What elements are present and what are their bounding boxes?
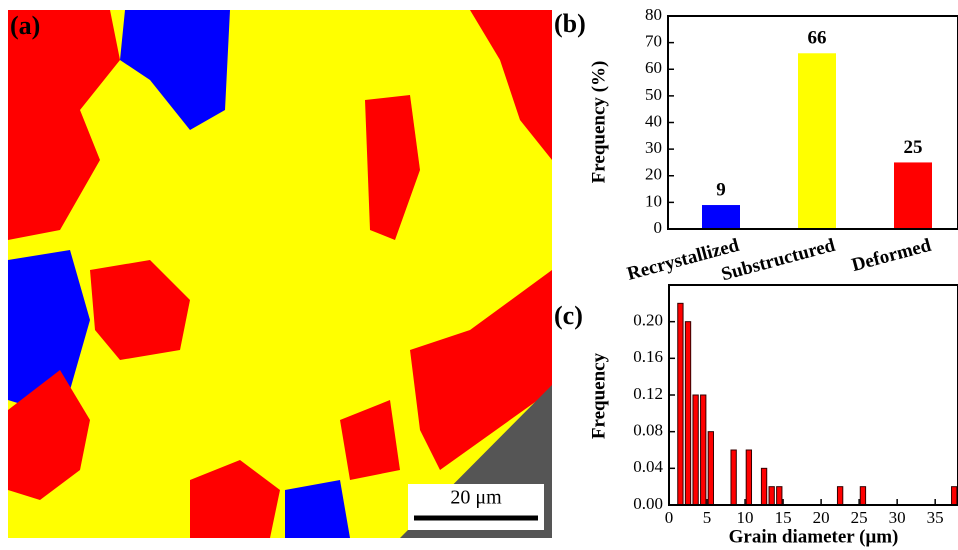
x-tick-label: 15 — [775, 508, 792, 527]
bar — [894, 162, 932, 229]
y-tick-label: 60 — [645, 58, 662, 77]
value-label: 66 — [808, 28, 827, 49]
x-tick-label: 10 — [737, 508, 754, 527]
y-tick-label: 0.04 — [633, 457, 663, 476]
histogram-bar — [768, 486, 775, 506]
y-tick-label: 70 — [645, 32, 662, 51]
scale-bar-label: 20 μm — [450, 487, 502, 509]
y-tick-label: 0.20 — [633, 311, 663, 330]
y-tick-label: 40 — [645, 111, 662, 130]
histogram-bar — [700, 394, 707, 506]
x-tick-label: 30 — [889, 508, 906, 527]
histogram-bar — [760, 467, 768, 506]
bar — [798, 53, 836, 230]
x-tick-label: Deformed — [850, 235, 934, 276]
histogram-bar — [730, 449, 737, 506]
y-axis-label: Frequency — [588, 352, 609, 439]
y-tick-label: 50 — [645, 85, 662, 104]
histogram-bar — [951, 486, 958, 506]
panel-label: (a) — [10, 11, 40, 40]
histogram-bar — [692, 394, 699, 506]
y-tick-label: 20 — [645, 165, 662, 184]
value-label: 25 — [904, 137, 923, 158]
histogram-bar — [836, 486, 844, 506]
histogram-bar — [677, 302, 684, 506]
y-tick-label: 0.00 — [633, 494, 663, 513]
histogram-bar — [745, 449, 753, 506]
x-tick-label: 25 — [851, 508, 868, 527]
y-tick-label: 0.12 — [633, 384, 663, 403]
histogram-bar — [684, 321, 692, 506]
value-label: 9 — [716, 179, 726, 200]
y-tick-label: 10 — [645, 191, 662, 210]
y-tick-label: 0.16 — [633, 347, 663, 366]
ebsd-map — [8, 10, 552, 538]
x-tick-label: 0 — [665, 508, 674, 527]
y-tick-label: 80 — [645, 5, 662, 24]
panel-label: (b) — [554, 9, 586, 38]
bar — [702, 205, 740, 229]
y-tick-label: 0.08 — [633, 421, 663, 440]
y-tick-label: 30 — [645, 138, 662, 157]
panel-label: (c) — [554, 301, 583, 330]
y-tick-label: 0 — [654, 218, 663, 237]
histogram-bar — [859, 486, 867, 506]
histogram-bar — [776, 486, 783, 506]
x-tick-label: 35 — [927, 508, 944, 527]
x-tick-label: 5 — [703, 508, 712, 527]
histogram-bar — [707, 431, 714, 506]
y-axis-label: Frequency (%) — [588, 61, 609, 184]
plot-frame — [668, 284, 958, 506]
plot-frame — [667, 15, 958, 230]
x-tick-label: 20 — [813, 508, 830, 527]
x-axis-label: Grain diameter (μm) — [729, 526, 899, 547]
